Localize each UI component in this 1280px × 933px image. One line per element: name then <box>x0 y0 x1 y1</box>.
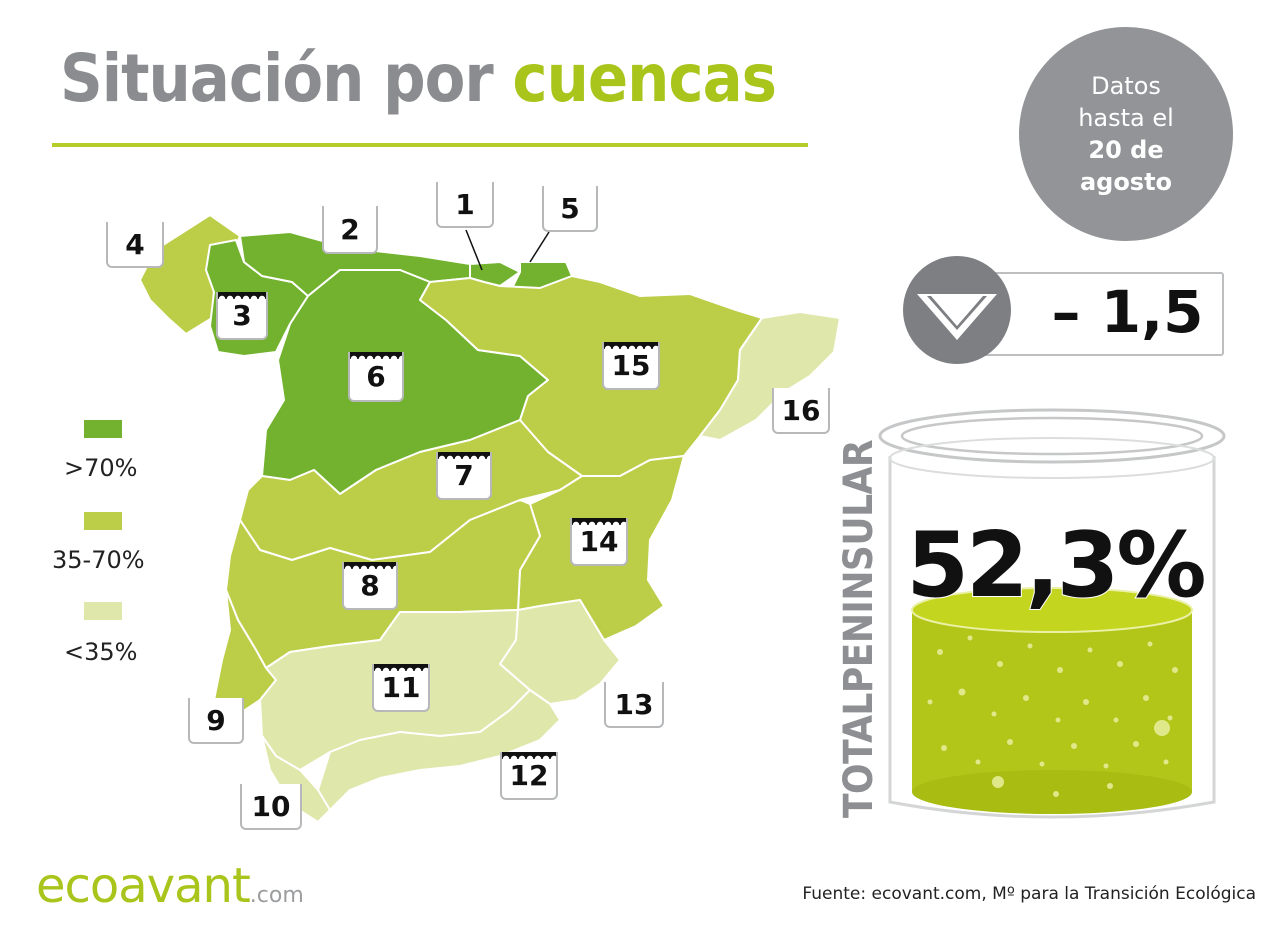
basin-tag-2: 2 <box>322 206 378 254</box>
title-part-1: Situación por <box>60 40 494 117</box>
date-line-1: Datos <box>1091 72 1161 100</box>
basin-tag-11: 11 <box>372 664 430 712</box>
basin-tag-9: 9 <box>188 698 244 744</box>
change-value: – 1,5 <box>1051 278 1204 346</box>
date-line-3: 20 de <box>1088 136 1164 164</box>
logo-suffix: .com <box>249 883 304 908</box>
down-arrow-badge <box>903 256 1011 364</box>
basin-tag-4: 4 <box>106 222 164 268</box>
legend-label-low: <35% <box>64 638 138 666</box>
legend-label-mid: 35-70% <box>52 546 145 574</box>
logo-main: ecoavant <box>36 858 251 914</box>
basin-tag-1: 1 <box>436 182 494 228</box>
date-line-4: agosto <box>1079 168 1173 196</box>
legend-swatch-low <box>84 602 122 620</box>
title-underline <box>52 143 808 147</box>
basin-tag-15: 15 <box>602 342 660 390</box>
basin-tag-13: 13 <box>604 682 664 728</box>
basin-tag-5: 5 <box>542 186 598 232</box>
basin-tag-7: 7 <box>436 452 492 500</box>
basin-region-13 <box>499 599 621 705</box>
basin-region-10 <box>261 735 331 823</box>
basin-tag-16: 16 <box>772 388 830 434</box>
basin-tag-6: 6 <box>348 352 404 402</box>
basin-region-16 <box>699 311 841 441</box>
ecoavant-logo: ecoavant.com <box>36 858 304 914</box>
basin-tag-10: 10 <box>240 784 302 830</box>
basin-tag-8: 8 <box>342 562 398 610</box>
legend-swatch-high <box>84 420 122 438</box>
down-arrow-icon <box>917 294 997 340</box>
basin-tag-14: 14 <box>570 518 628 566</box>
page-title: Situación por cuencas <box>60 40 777 117</box>
reservoir-liquid <box>911 587 1193 814</box>
total-peninsular-label: TOTALPENINSULAR <box>836 439 882 818</box>
reservoir-jar <box>878 408 1226 819</box>
reservoir-percent: 52,3% <box>905 512 1207 619</box>
leader-line-1 <box>465 229 483 271</box>
title-part-2: cuencas <box>512 40 777 117</box>
date-badge: Datos hasta el 20 de agosto <box>1019 27 1233 241</box>
legend-swatch-mid <box>84 512 122 530</box>
date-line-2: hasta el <box>1078 104 1174 132</box>
basin-region-12 <box>317 689 561 811</box>
source-note: Fuente: ecovant.com, Mº para la Transici… <box>802 884 1256 904</box>
basin-tag-12: 12 <box>500 752 558 800</box>
basin-tag-3: 3 <box>216 292 268 340</box>
legend-label-high: >70% <box>64 454 138 482</box>
leader-line-5 <box>529 231 550 263</box>
